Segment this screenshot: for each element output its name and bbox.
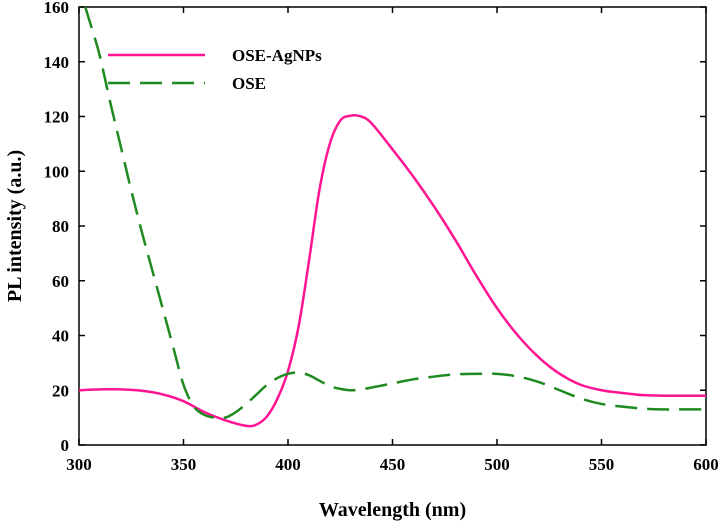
x-tick-label: 450 — [380, 455, 406, 474]
y-axis-title: PL intensity (a.u.) — [4, 150, 26, 302]
legend: OSE-AgNPs OSE — [108, 46, 322, 93]
y-tick-label: 80 — [52, 217, 69, 236]
x-tick-label: 550 — [589, 455, 615, 474]
y-axis-ticks: 0 20 40 60 80 100 120 140 160 — [44, 0, 706, 455]
legend-label: OSE — [232, 74, 266, 93]
x-tick-label: 350 — [171, 455, 197, 474]
legend-label: OSE-AgNPs — [232, 46, 322, 65]
x-tick-label: 600 — [693, 455, 719, 474]
y-tick-label: 20 — [52, 381, 69, 400]
x-axis-title: Wavelength (nm) — [319, 499, 466, 521]
y-tick-label: 40 — [52, 327, 69, 346]
plot-frame — [78, 6, 707, 446]
series-line-ose-agnps — [79, 114, 706, 428]
x-tick-label: 500 — [484, 455, 510, 474]
series-line-ose — [84, 7, 706, 420]
y-tick-label: 140 — [44, 53, 70, 72]
series-lines — [79, 7, 706, 428]
x-axis-ticks: 300 350 400 450 500 550 600 — [66, 7, 719, 474]
y-tick-label: 0 — [61, 436, 70, 455]
x-tick-label: 400 — [275, 455, 301, 474]
y-tick-label: 160 — [44, 0, 70, 17]
y-tick-label: 100 — [44, 162, 70, 181]
x-tick-label: 300 — [66, 455, 92, 474]
y-tick-label: 60 — [52, 272, 69, 291]
y-tick-label: 120 — [44, 108, 70, 127]
